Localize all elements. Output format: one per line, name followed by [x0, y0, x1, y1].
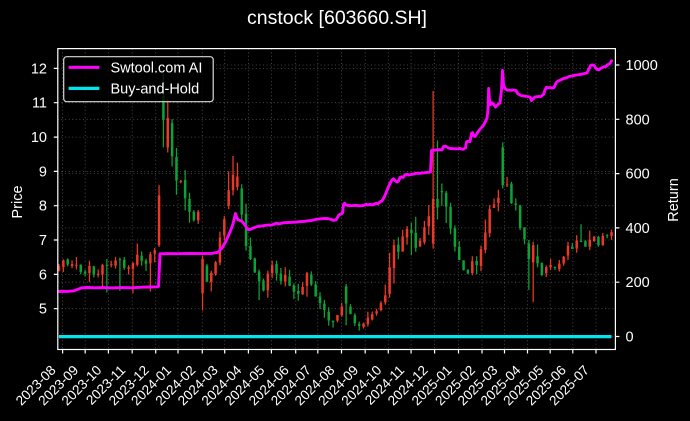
svg-text:200: 200: [626, 275, 650, 291]
svg-text:Swtool.com AI: Swtool.com AI: [111, 60, 203, 76]
svg-text:9: 9: [39, 164, 47, 180]
svg-text:0: 0: [626, 330, 634, 346]
svg-text:10: 10: [31, 130, 47, 146]
svg-text:8: 8: [39, 199, 47, 215]
svg-text:400: 400: [626, 221, 650, 237]
svg-text:12: 12: [31, 61, 47, 77]
svg-text:1000: 1000: [626, 58, 658, 74]
svg-text:6: 6: [39, 267, 47, 283]
svg-text:5: 5: [39, 302, 47, 318]
svg-text:800: 800: [626, 112, 650, 128]
svg-text:600: 600: [626, 167, 650, 183]
svg-text:Buy-and-Hold: Buy-and-Hold: [111, 81, 200, 97]
svg-text:Return: Return: [666, 178, 682, 222]
svg-text:7: 7: [39, 233, 47, 249]
svg-text:11: 11: [32, 96, 47, 112]
svg-text:Price: Price: [10, 185, 26, 218]
svg-text:cnstock [603660.SH]: cnstock [603660.SH]: [247, 7, 427, 29]
